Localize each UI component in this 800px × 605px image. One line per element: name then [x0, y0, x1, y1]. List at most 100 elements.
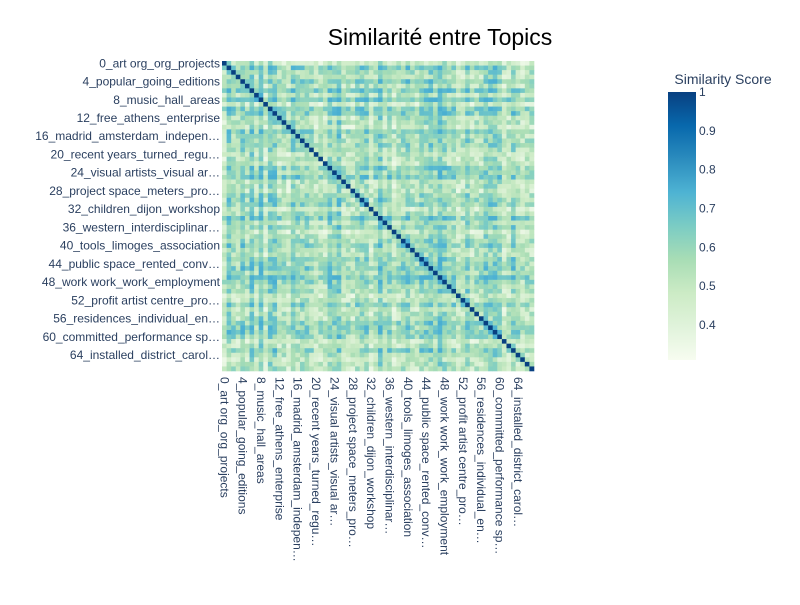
- heatmap-cell: [419, 261, 425, 267]
- heatmap-cell: [387, 184, 393, 189]
- heatmap-cell: [410, 307, 416, 313]
- heatmap-cell: [529, 120, 535, 126]
- heatmap-cell: [281, 65, 287, 71]
- heatmap-cell: [373, 220, 379, 226]
- heatmap-cell: [281, 361, 287, 367]
- heatmap-cell: [244, 156, 250, 162]
- heatmap-cell: [327, 220, 333, 226]
- heatmap-cell: [226, 261, 232, 267]
- heatmap-cell: [478, 279, 484, 285]
- heatmap-cell: [304, 179, 310, 185]
- heatmap-cell: [488, 202, 494, 208]
- heatmap-cell: [359, 243, 365, 249]
- heatmap-cell: [267, 106, 273, 112]
- heatmap-cell: [524, 138, 530, 144]
- heatmap-cell: [465, 275, 471, 281]
- heatmap-cell: [382, 102, 388, 107]
- heatmap-cell: [405, 238, 411, 244]
- heatmap-cell: [483, 143, 489, 148]
- heatmap-cell: [341, 298, 347, 303]
- heatmap-cell: [378, 170, 383, 176]
- heatmap-cell: [350, 83, 356, 89]
- heatmap-cell: [492, 311, 498, 317]
- heatmap-cell: [341, 170, 347, 176]
- heatmap-cell: [364, 320, 370, 326]
- heatmap-cell: [492, 152, 498, 158]
- heatmap-cell: [332, 74, 338, 80]
- heatmap-cell: [286, 115, 292, 121]
- heatmap-cell: [492, 257, 498, 262]
- heatmap-cell: [355, 115, 360, 121]
- heatmap-cell: [529, 311, 535, 317]
- heatmap-cell: [511, 165, 516, 171]
- heatmap-cell: [497, 229, 503, 235]
- heatmap-cell: [309, 229, 315, 235]
- heatmap-cell: [318, 257, 324, 262]
- heatmap-cell: [529, 357, 535, 363]
- heatmap-cell: [410, 115, 416, 121]
- heatmap-cell: [501, 348, 507, 354]
- heatmap-cell: [313, 193, 319, 199]
- heatmap-cell: [350, 147, 356, 153]
- heatmap-cell: [313, 325, 319, 331]
- heatmap-cell: [226, 293, 232, 299]
- heatmap-cell: [286, 193, 292, 199]
- y-tick-label: 28_project space_meters_pro…: [49, 184, 220, 198]
- heatmap-cell: [414, 361, 420, 367]
- heatmap-cell: [222, 238, 227, 244]
- heatmap-cell: [488, 275, 494, 281]
- heatmap-cell: [277, 174, 282, 180]
- heatmap-cell: [327, 102, 333, 107]
- heatmap-cell: [511, 243, 516, 249]
- heatmap-cell: [524, 129, 530, 135]
- heatmap-cell: [474, 133, 480, 139]
- heatmap-cell: [414, 92, 420, 98]
- heatmap-cell: [410, 288, 416, 294]
- heatmap-cell: [318, 220, 324, 226]
- heatmap-cell: [290, 197, 296, 203]
- heatmap-cell: [332, 366, 338, 372]
- heatmap-cell: [419, 293, 425, 299]
- heatmap-cell: [290, 334, 296, 340]
- heatmap-cell: [469, 124, 475, 130]
- heatmap-cell: [396, 307, 402, 313]
- heatmap-cell: [332, 334, 338, 340]
- heatmap-cell: [235, 284, 241, 290]
- heatmap-cell: [506, 170, 512, 176]
- heatmap-cell: [465, 102, 471, 107]
- heatmap-cell: [359, 92, 365, 98]
- heatmap-cell: [391, 339, 397, 344]
- heatmap-cell: [396, 298, 402, 303]
- heatmap-cell: [322, 302, 328, 308]
- heatmap-cell: [258, 211, 264, 217]
- heatmap-cell: [520, 329, 526, 335]
- heatmap-cell: [433, 261, 438, 267]
- heatmap-cell: [488, 138, 494, 144]
- heatmap-cell: [332, 170, 338, 176]
- heatmap-cell: [483, 61, 489, 66]
- heatmap-cell: [286, 298, 292, 303]
- heatmap-cell: [465, 343, 471, 349]
- heatmap-cell: [286, 366, 292, 372]
- heatmap-cell: [364, 202, 370, 208]
- heatmap-cell: [222, 83, 227, 89]
- heatmap-cell: [451, 124, 457, 130]
- heatmap-cell: [529, 188, 535, 194]
- heatmap-cell: [456, 161, 461, 167]
- heatmap-cell: [231, 316, 237, 322]
- heatmap-cell: [451, 129, 457, 135]
- heatmap-cell: [235, 61, 241, 66]
- heatmap-cell: [414, 275, 420, 281]
- heatmap-cell: [524, 275, 530, 281]
- heatmap-cell: [350, 329, 356, 335]
- heatmap-cell: [345, 334, 351, 340]
- heatmap-cell: [373, 174, 379, 180]
- heatmap-cell: [497, 106, 503, 112]
- heatmap-cell: [313, 288, 319, 294]
- heatmap-cell: [460, 311, 466, 317]
- heatmap-cell: [309, 147, 315, 153]
- heatmap-cell: [295, 243, 301, 249]
- x-tick-label: 36_western_interdisciplinar…: [383, 377, 397, 534]
- heatmap-cell: [231, 70, 237, 75]
- heatmap-cell: [520, 220, 526, 226]
